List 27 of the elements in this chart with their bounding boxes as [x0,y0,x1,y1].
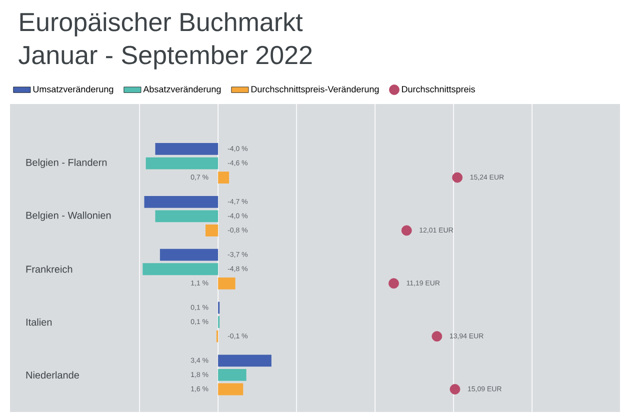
point [432,331,442,342]
bar [142,263,218,276]
bar [155,143,218,155]
bar [218,369,246,381]
bar [144,196,218,208]
y-tick-label: Italien [26,318,52,326]
legend-label: Durchschnittspreis-Veränderung [251,86,379,94]
point [388,278,399,289]
bar [218,172,230,184]
y-tick-label: Frankreich [26,266,72,273]
legend-label: Absatzveränderung [143,86,221,94]
y-tick-label: Belgien - Flandern [26,158,107,168]
point [450,384,460,395]
bar [160,248,218,261]
point [401,225,412,236]
y-tick-label: Niederlande [26,371,79,379]
legend-label: Durchschnittspreis [402,86,475,94]
chart-title: Europäischer Buchmarkt Januar - September 2022 [18,12,312,70]
point [452,172,463,183]
bar [218,278,236,290]
y-tick-label: Belgien - Wallonien [26,212,111,221]
bar [146,157,218,170]
legend-label: Umsatzveränderung [33,86,114,94]
bar [155,210,218,222]
bar [205,224,218,236]
bar [218,383,244,396]
bar [218,354,272,367]
